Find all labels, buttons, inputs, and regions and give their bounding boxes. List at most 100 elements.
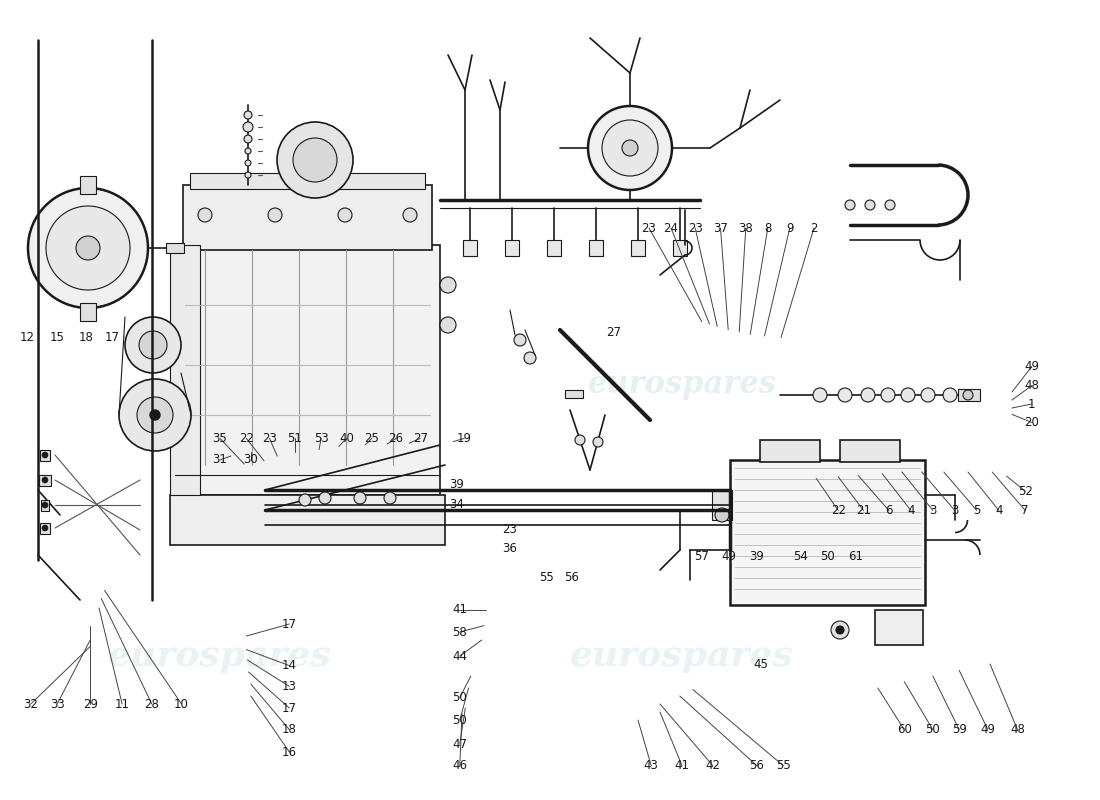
Text: 46: 46	[452, 759, 468, 772]
Circle shape	[119, 379, 191, 451]
Text: 14: 14	[282, 659, 297, 672]
Text: 24: 24	[663, 222, 679, 234]
Text: 12: 12	[20, 331, 35, 344]
Text: eurospares: eurospares	[587, 369, 777, 399]
Text: 50: 50	[452, 691, 468, 704]
Text: 49: 49	[980, 723, 996, 736]
Text: 28: 28	[144, 698, 159, 710]
Bar	[166, 243, 184, 253]
Text: 7: 7	[1022, 504, 1028, 517]
Circle shape	[861, 388, 875, 402]
Circle shape	[621, 140, 638, 156]
Text: 3: 3	[952, 504, 958, 517]
Circle shape	[354, 492, 366, 504]
Circle shape	[125, 317, 182, 373]
Text: 50: 50	[820, 550, 835, 562]
Text: 15: 15	[50, 331, 65, 344]
Circle shape	[338, 208, 352, 222]
Circle shape	[838, 388, 853, 402]
Text: 29: 29	[82, 698, 98, 710]
Circle shape	[42, 452, 48, 458]
Circle shape	[524, 352, 536, 364]
Text: 30: 30	[243, 454, 258, 466]
Text: 49: 49	[1024, 360, 1040, 373]
Text: 18: 18	[78, 331, 94, 344]
Text: 23: 23	[502, 523, 517, 536]
Circle shape	[384, 492, 396, 504]
Text: 33: 33	[50, 698, 65, 710]
Text: 48: 48	[1010, 723, 1025, 736]
Bar	[730, 460, 925, 605]
Text: 25: 25	[364, 432, 380, 445]
Circle shape	[962, 390, 974, 400]
Circle shape	[138, 397, 173, 433]
Text: 34: 34	[449, 498, 464, 510]
Text: 2: 2	[811, 222, 817, 234]
Text: 16: 16	[282, 746, 297, 758]
Text: 57: 57	[694, 550, 710, 562]
Text: 6: 6	[886, 504, 892, 517]
Circle shape	[886, 200, 895, 210]
Text: 21: 21	[856, 504, 871, 517]
Text: 44: 44	[452, 650, 468, 662]
Text: 60: 60	[896, 723, 912, 736]
Circle shape	[319, 492, 331, 504]
Text: 43: 43	[644, 759, 659, 772]
Circle shape	[245, 160, 251, 166]
Text: 40: 40	[339, 432, 354, 445]
Text: 55: 55	[776, 759, 791, 772]
Text: 45: 45	[754, 658, 769, 670]
Bar	[565, 390, 583, 398]
Circle shape	[921, 388, 935, 402]
Circle shape	[881, 388, 895, 402]
Text: 13: 13	[282, 680, 297, 693]
Bar	[463, 240, 477, 256]
Text: 47: 47	[452, 738, 468, 750]
Text: eurospares: eurospares	[570, 639, 794, 673]
Text: 39: 39	[449, 478, 464, 491]
Circle shape	[244, 111, 252, 119]
Bar	[41, 500, 50, 511]
Text: 56: 56	[564, 571, 580, 584]
Text: 53: 53	[314, 432, 329, 445]
Bar	[505, 240, 519, 256]
Text: 4: 4	[996, 504, 1002, 517]
Text: 19: 19	[456, 432, 472, 445]
Circle shape	[440, 317, 456, 333]
Circle shape	[514, 334, 526, 346]
Bar	[547, 240, 561, 256]
Circle shape	[575, 435, 585, 445]
Text: 22: 22	[830, 504, 846, 517]
Bar	[588, 240, 603, 256]
Circle shape	[830, 621, 849, 639]
Text: 55: 55	[539, 571, 554, 584]
Circle shape	[28, 188, 148, 308]
Circle shape	[42, 477, 48, 483]
Circle shape	[602, 120, 658, 176]
Circle shape	[245, 148, 251, 154]
Text: 17: 17	[282, 702, 297, 714]
Text: 17: 17	[104, 331, 120, 344]
Text: 27: 27	[606, 326, 621, 338]
Text: 22: 22	[239, 432, 254, 445]
Bar	[631, 240, 645, 256]
Circle shape	[299, 494, 311, 506]
Circle shape	[198, 208, 212, 222]
Text: 23: 23	[262, 432, 277, 445]
Text: 49: 49	[722, 550, 737, 562]
Circle shape	[440, 277, 456, 293]
Circle shape	[277, 122, 353, 198]
Circle shape	[243, 122, 253, 132]
Circle shape	[901, 388, 915, 402]
Circle shape	[46, 206, 130, 290]
Circle shape	[813, 388, 827, 402]
Text: 4: 4	[908, 504, 914, 517]
Bar	[958, 389, 980, 401]
Text: 61: 61	[848, 550, 864, 562]
Text: 41: 41	[674, 759, 690, 772]
Circle shape	[593, 437, 603, 447]
Text: 59: 59	[952, 723, 967, 736]
Bar	[874, 610, 923, 645]
Text: 26: 26	[388, 432, 404, 445]
Bar	[183, 185, 432, 250]
